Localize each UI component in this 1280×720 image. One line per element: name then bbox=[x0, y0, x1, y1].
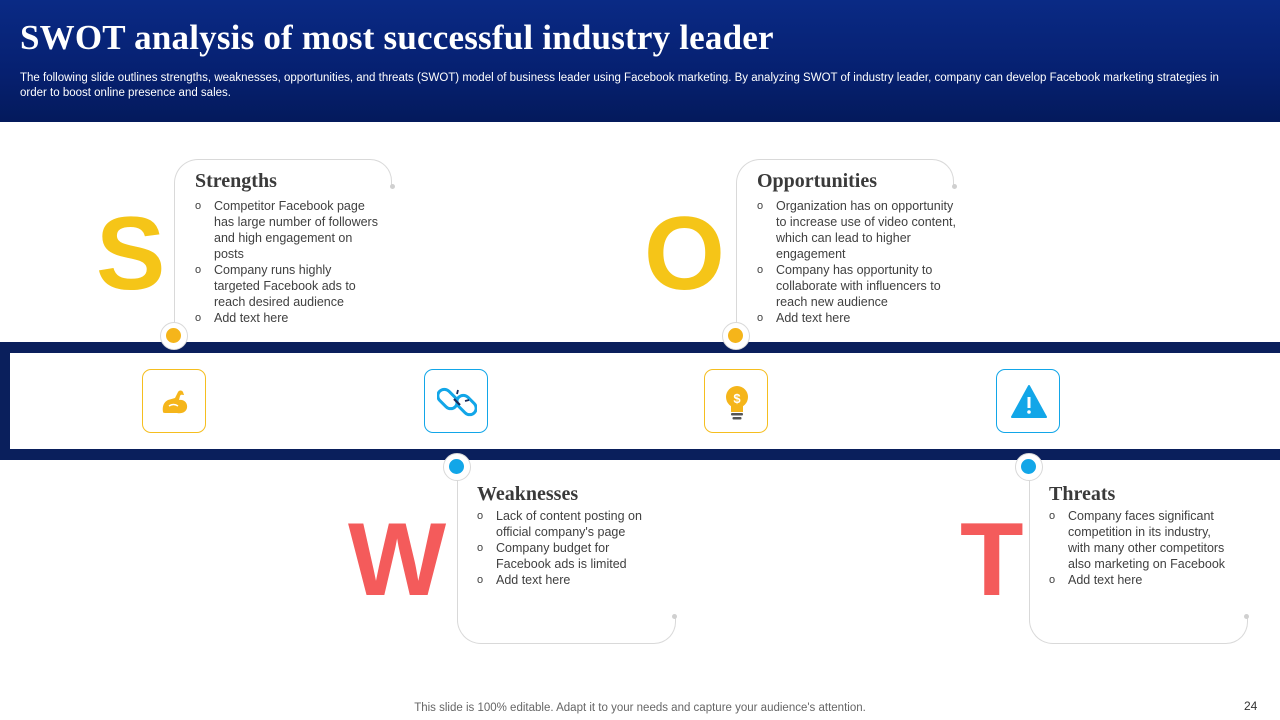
threats-heading: Threats bbox=[1049, 483, 1116, 505]
weaknesses-letter: W bbox=[348, 502, 447, 618]
weaknesses-heading: Weaknesses bbox=[477, 483, 579, 505]
opportunities-item: o Company has opportunity to collaborate … bbox=[757, 263, 941, 309]
opportunities-card-end-dot bbox=[952, 184, 957, 189]
weaknesses-node bbox=[443, 453, 471, 481]
strengths-letter: S bbox=[96, 196, 166, 312]
broken-link-icon bbox=[437, 387, 477, 417]
threats-icon-box bbox=[996, 369, 1060, 433]
weaknesses-item: o Company budget for Facebook ads is limi… bbox=[477, 541, 627, 571]
strengths-card-end-dot bbox=[390, 184, 395, 189]
timeline-band-inner bbox=[10, 353, 1280, 449]
threats-card-outline bbox=[1029, 472, 1089, 644]
page-number: 24 bbox=[1244, 699, 1258, 713]
threats-card-outline-right bbox=[1088, 616, 1248, 644]
strengths-heading: Strengths bbox=[195, 170, 277, 192]
opportunities-node bbox=[722, 322, 750, 350]
strengths-item: o Competitor Facebook page has large numb… bbox=[195, 199, 378, 261]
threats-card-end-dot bbox=[1244, 614, 1249, 619]
weaknesses-card-end-dot bbox=[672, 614, 677, 619]
strengths-card-outline bbox=[174, 159, 234, 331]
lightbulb-dollar-icon: $ bbox=[726, 386, 748, 420]
weaknesses-card-outline-right bbox=[516, 616, 676, 644]
flexed-bicep-icon bbox=[162, 390, 188, 414]
opportunities-item: o Organization has on opportunity to incr… bbox=[757, 199, 956, 261]
opportunities-heading: Opportunities bbox=[757, 170, 878, 192]
weaknesses-item: o Add text here bbox=[477, 573, 571, 587]
threats-list: o Company faces significant competition i… bbox=[1049, 508, 1234, 588]
strengths-list: o Competitor Facebook page has large numb… bbox=[195, 198, 380, 326]
weaknesses-item: o Lack of content posting on official com… bbox=[477, 509, 642, 539]
opportunities-letter: O bbox=[644, 196, 725, 312]
page-title: SWOT analysis of most successful industr… bbox=[20, 18, 774, 57]
strengths-node bbox=[160, 322, 188, 350]
weaknesses-list: o Lack of content posting on official com… bbox=[477, 508, 662, 588]
opportunities-item: o Add text here bbox=[757, 311, 851, 325]
threats-letter: T bbox=[960, 502, 1024, 618]
threats-item: o Company faces significant competition i… bbox=[1049, 509, 1226, 571]
strengths-item: o Company runs highly targeted Facebook a… bbox=[195, 263, 356, 309]
threats-node bbox=[1015, 453, 1043, 481]
footer-note: This slide is 100% editable. Adapt it to… bbox=[414, 702, 866, 714]
strengths-item: o Add text here bbox=[195, 311, 289, 325]
opportunities-list: o Organization has on opportunity to incr… bbox=[757, 198, 957, 326]
weaknesses-icon-box bbox=[424, 369, 488, 433]
opportunities-card-outline bbox=[736, 159, 796, 331]
svg-text:$: $ bbox=[733, 391, 741, 406]
warning-triangle-icon bbox=[1011, 385, 1047, 418]
weaknesses-card-outline bbox=[457, 472, 517, 644]
page-subtitle: The following slide outlines strengths, … bbox=[20, 72, 1219, 99]
opportunities-icon-box: $ bbox=[704, 369, 768, 433]
header-banner: SWOT analysis of most successful industr… bbox=[0, 0, 1280, 122]
strengths-icon-box bbox=[142, 369, 206, 433]
threats-item: o Add text here bbox=[1049, 573, 1143, 587]
